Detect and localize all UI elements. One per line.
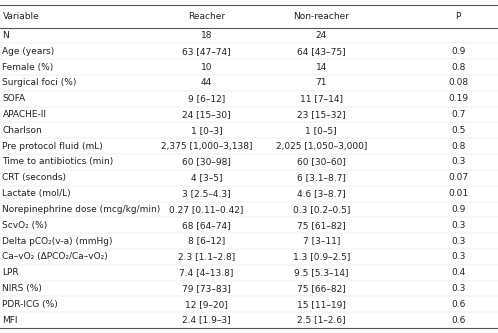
Text: 0.9: 0.9: [451, 205, 465, 214]
Text: PDR-ICG (%): PDR-ICG (%): [2, 300, 58, 309]
Text: 64 [43–75]: 64 [43–75]: [297, 47, 346, 56]
Text: 0.08: 0.08: [448, 79, 468, 88]
Text: Charlson: Charlson: [2, 126, 42, 135]
Text: CRT (seconds): CRT (seconds): [2, 173, 67, 182]
Text: 14: 14: [316, 63, 327, 72]
Text: 0.3: 0.3: [451, 158, 465, 166]
Text: 0.3: 0.3: [451, 221, 465, 230]
Text: Ca–vO₂ (ΔPCO₂/Ca–vO₂): Ca–vO₂ (ΔPCO₂/Ca–vO₂): [2, 252, 108, 261]
Text: 0.6: 0.6: [451, 316, 465, 325]
Text: SOFA: SOFA: [2, 94, 25, 103]
Text: 9.5 [5.3–14]: 9.5 [5.3–14]: [294, 268, 349, 277]
Text: 0.8: 0.8: [451, 63, 465, 72]
Text: 10: 10: [201, 63, 213, 72]
Text: 68 [64–74]: 68 [64–74]: [182, 221, 231, 230]
Text: NIRS (%): NIRS (%): [2, 284, 42, 293]
Text: 4.6 [3–8.7]: 4.6 [3–8.7]: [297, 189, 346, 198]
Text: 63 [47–74]: 63 [47–74]: [182, 47, 231, 56]
Text: APACHE-II: APACHE-II: [2, 110, 46, 119]
Text: 1.3 [0.9–2.5]: 1.3 [0.9–2.5]: [292, 252, 350, 261]
Text: 60 [30–98]: 60 [30–98]: [182, 158, 231, 166]
Text: 24 [15–30]: 24 [15–30]: [182, 110, 231, 119]
Text: Time to antibiotics (min): Time to antibiotics (min): [2, 158, 114, 166]
Text: 24: 24: [316, 31, 327, 40]
Text: MFI: MFI: [2, 316, 18, 325]
Text: 0.01: 0.01: [448, 189, 468, 198]
Text: 0.3 [0.2–0.5]: 0.3 [0.2–0.5]: [292, 205, 350, 214]
Text: 2.4 [1.9–3]: 2.4 [1.9–3]: [182, 316, 231, 325]
Text: Lactate (mol/L): Lactate (mol/L): [2, 189, 71, 198]
Text: 18: 18: [201, 31, 213, 40]
Text: 8 [6–12]: 8 [6–12]: [188, 236, 225, 245]
Text: 0.07: 0.07: [448, 173, 468, 182]
Text: 7.4 [4–13.8]: 7.4 [4–13.8]: [179, 268, 234, 277]
Text: 7 [3–11]: 7 [3–11]: [302, 236, 340, 245]
Text: 0.7: 0.7: [451, 110, 465, 119]
Text: 11 [7–14]: 11 [7–14]: [300, 94, 343, 103]
Text: 0.3: 0.3: [451, 284, 465, 293]
Text: N: N: [2, 31, 9, 40]
Text: 2,375 [1,000–3,138]: 2,375 [1,000–3,138]: [161, 142, 252, 151]
Text: 0.8: 0.8: [451, 142, 465, 151]
Text: 15 [11–19]: 15 [11–19]: [297, 300, 346, 309]
Text: 79 [73–83]: 79 [73–83]: [182, 284, 231, 293]
Text: Age (years): Age (years): [2, 47, 55, 56]
Text: Pre protocol fluid (mL): Pre protocol fluid (mL): [2, 142, 103, 151]
Text: P: P: [456, 12, 461, 21]
Text: 9 [6–12]: 9 [6–12]: [188, 94, 225, 103]
Text: Non-reacher: Non-reacher: [293, 12, 349, 21]
Text: Delta pCO₂(v-a) (mmHg): Delta pCO₂(v-a) (mmHg): [2, 236, 113, 245]
Text: 75 [66–82]: 75 [66–82]: [297, 284, 346, 293]
Text: 3 [2.5–4.3]: 3 [2.5–4.3]: [182, 189, 231, 198]
Text: 71: 71: [315, 79, 327, 88]
Text: Female (%): Female (%): [2, 63, 54, 72]
Text: 1 [0–3]: 1 [0–3]: [191, 126, 223, 135]
Text: 0.9: 0.9: [451, 47, 465, 56]
Text: 6 [3.1–8.7]: 6 [3.1–8.7]: [297, 173, 346, 182]
Text: 0.4: 0.4: [451, 268, 465, 277]
Text: Reacher: Reacher: [188, 12, 225, 21]
Text: 23 [15–32]: 23 [15–32]: [297, 110, 346, 119]
Text: 0.19: 0.19: [448, 94, 468, 103]
Text: 2.5 [1–2.6]: 2.5 [1–2.6]: [297, 316, 346, 325]
Text: Variable: Variable: [2, 12, 39, 21]
Text: 44: 44: [201, 79, 212, 88]
Text: Norepinephrine dose (mcg/kg/min): Norepinephrine dose (mcg/kg/min): [2, 205, 161, 214]
Text: LPR: LPR: [2, 268, 19, 277]
Text: 1 [0–5]: 1 [0–5]: [305, 126, 337, 135]
Text: 4 [3–5]: 4 [3–5]: [191, 173, 223, 182]
Text: 2,025 [1,050–3,000]: 2,025 [1,050–3,000]: [275, 142, 367, 151]
Text: 0.3: 0.3: [451, 252, 465, 261]
Text: Surgical foci (%): Surgical foci (%): [2, 79, 77, 88]
Text: 2.3 [1.1–2.8]: 2.3 [1.1–2.8]: [178, 252, 235, 261]
Text: 12 [9–20]: 12 [9–20]: [185, 300, 228, 309]
Text: 0.5: 0.5: [451, 126, 465, 135]
Text: 60 [30–60]: 60 [30–60]: [297, 158, 346, 166]
Text: 0.6: 0.6: [451, 300, 465, 309]
Text: 0.3: 0.3: [451, 236, 465, 245]
Text: ScvO₂ (%): ScvO₂ (%): [2, 221, 48, 230]
Text: 0.27 [0.11–0.42]: 0.27 [0.11–0.42]: [169, 205, 244, 214]
Text: 75 [61–82]: 75 [61–82]: [297, 221, 346, 230]
